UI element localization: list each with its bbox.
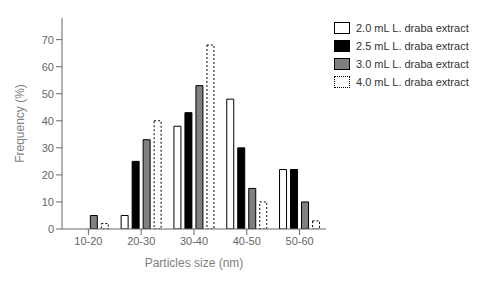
- svg-text:10-20: 10-20: [74, 235, 102, 247]
- svg-text:20-30: 20-30: [127, 235, 155, 247]
- html-text:4.0 mL L. draba extract: 4.0 mL L. draba extract: [356, 76, 469, 88]
- svg-text:50-60: 50-60: [286, 235, 314, 247]
- html-text:3.0 mL L. draba extract: 3.0 mL L. draba extract: [356, 58, 469, 70]
- svg-text:20: 20: [42, 169, 54, 181]
- svg-text:40-50: 40-50: [233, 235, 261, 247]
- svg-text:Frequency (%): Frequency (%): [13, 84, 27, 163]
- svg-text:70: 70: [42, 34, 54, 46]
- svg-text:40: 40: [42, 115, 54, 127]
- svg-text:30-40: 30-40: [180, 235, 208, 247]
- svg-text:30: 30: [42, 142, 54, 154]
- svg-text:50: 50: [42, 88, 54, 100]
- html-text:2.5 mL L. draba extract: 2.5 mL L. draba extract: [356, 40, 469, 52]
- svg-text:60: 60: [42, 61, 54, 73]
- svg-text:10: 10: [42, 196, 54, 208]
- svg-text:0: 0: [48, 223, 54, 235]
- html-text:2.0 mL L. draba extract: 2.0 mL L. draba extract: [356, 22, 469, 34]
- svg-text:Particles size (nm): Particles size (nm): [145, 256, 244, 270]
